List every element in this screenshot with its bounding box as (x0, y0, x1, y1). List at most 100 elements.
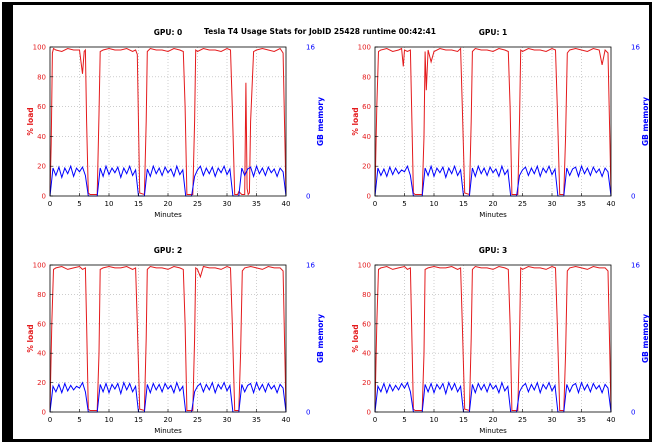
x-tick-label: 25 (518, 416, 527, 424)
y-tick-label: 40 (37, 133, 46, 141)
y-tick-label: 60 (37, 320, 46, 328)
y2-tick-label: 0 (631, 409, 635, 417)
y2-tick-label: 16 (631, 44, 640, 52)
x-tick-label: 5 (402, 416, 406, 424)
x-axis-label: Minutes (154, 211, 182, 219)
x-axis-label: Minutes (154, 427, 182, 435)
x-tick-label: 40 (607, 200, 616, 208)
y-tick-label: 60 (37, 103, 46, 111)
y-tick-label: 60 (362, 320, 371, 328)
y-axis-label: % load (26, 324, 35, 352)
load-series-line (374, 47, 612, 196)
y-tick-label: 100 (358, 44, 371, 52)
x-tick-label: 40 (607, 416, 616, 424)
x-tick-label: 40 (282, 200, 291, 208)
x-tick-label: 10 (430, 416, 439, 424)
y2-tick-label: 0 (306, 193, 310, 201)
x-tick-label: 20 (489, 416, 498, 424)
x-tick-label: 15 (459, 416, 468, 424)
y-axis-label: % load (26, 107, 35, 135)
y2-axis-label: GB memory (316, 314, 325, 363)
x-tick-label: 30 (548, 416, 557, 424)
x-tick-label: 35 (252, 416, 261, 424)
x-axis-label: Minutes (479, 211, 507, 219)
y2-tick-label: 16 (631, 262, 640, 270)
y-tick-label: 20 (37, 379, 46, 387)
y-tick-label: 40 (362, 133, 371, 141)
panel-title: GPU: 1 (479, 28, 508, 37)
y-tick-label: 100 (358, 262, 371, 270)
x-tick-label: 30 (223, 200, 232, 208)
y2-tick-label: 16 (306, 262, 315, 270)
y-tick-label: 20 (362, 163, 371, 171)
y-tick-label: 40 (37, 350, 46, 358)
panel-title: GPU: 3 (479, 246, 508, 255)
chart-panel-gpu-2: 0 5 10 15 20 25 30 35 40 0 20 40 60 80 100 0 16 GPU: 2 Min… (26, 246, 325, 435)
y2-axis-label: GB memory (316, 97, 325, 146)
x-tick-label: 20 (489, 200, 498, 208)
x-tick-label: 25 (193, 200, 202, 208)
x-tick-label: 35 (577, 200, 586, 208)
load-series-line (49, 265, 287, 412)
y2-tick-label: 0 (306, 409, 310, 417)
y2-axis-label: GB memory (641, 314, 650, 363)
x-tick-label: 35 (252, 200, 261, 208)
x-tick-label: 40 (282, 416, 291, 424)
y2-tick-label: 16 (306, 44, 315, 52)
x-axis-label: Minutes (479, 427, 507, 435)
x-tick-label: 20 (164, 416, 173, 424)
x-tick-label: 5 (77, 416, 81, 424)
y-tick-label: 60 (362, 103, 371, 111)
y2-tick-label: 0 (631, 193, 635, 201)
x-tick-label: 0 (48, 200, 52, 208)
x-tick-label: 15 (134, 200, 143, 208)
load-series-line (49, 47, 287, 196)
y-tick-label: 0 (42, 193, 46, 201)
x-tick-label: 5 (77, 200, 81, 208)
y-tick-label: 0 (42, 409, 46, 417)
x-tick-label: 0 (373, 200, 377, 208)
y2-axis-label: GB memory (641, 97, 650, 146)
memory-series-line (374, 164, 612, 197)
x-tick-label: 25 (518, 200, 527, 208)
frame-left-edge (5, 5, 13, 439)
memory-series-line (49, 164, 287, 197)
x-tick-label: 30 (223, 416, 232, 424)
y-tick-label: 100 (33, 44, 46, 52)
x-tick-label: 15 (134, 416, 143, 424)
x-tick-label: 20 (164, 200, 173, 208)
y-tick-label: 20 (362, 379, 371, 387)
y-tick-label: 0 (367, 193, 371, 201)
figure-title: Tesla T4 Usage Stats for JobID 25428 run… (204, 27, 436, 36)
x-tick-label: 0 (48, 416, 52, 424)
y-tick-label: 100 (33, 262, 46, 270)
memory-series-line (374, 380, 612, 413)
y-tick-label: 80 (362, 73, 371, 81)
memory-series-line (49, 380, 287, 413)
y-tick-label: 80 (37, 291, 46, 299)
x-tick-label: 10 (105, 200, 114, 208)
chart-panel-gpu-3: 0 5 10 15 20 25 30 35 40 0 20 40 60 80 100 0 16 GPU: 3 Min… (351, 246, 650, 435)
x-tick-label: 10 (105, 416, 114, 424)
x-tick-label: 5 (402, 200, 406, 208)
x-tick-label: 15 (459, 200, 468, 208)
panel-title: GPU: 2 (154, 246, 183, 255)
y-tick-label: 0 (367, 409, 371, 417)
x-tick-label: 0 (373, 416, 377, 424)
y-tick-label: 40 (362, 350, 371, 358)
chart-panel-gpu-0: 0 5 10 15 20 25 30 35 40 0 20 40 60 80 100 0 16 GPU: 0 Min… (26, 28, 325, 219)
x-tick-label: 35 (577, 416, 586, 424)
chart-panel-gpu-1: 0 5 10 15 20 25 30 35 40 0 20 40 60 80 100 0 16 GPU: 1 Min… (351, 28, 650, 219)
x-tick-label: 10 (430, 200, 439, 208)
x-tick-label: 25 (193, 416, 202, 424)
x-tick-label: 30 (548, 200, 557, 208)
load-series-line (374, 265, 612, 412)
figure-frame (2, 2, 652, 442)
y-axis-label: % load (351, 324, 360, 352)
y-tick-label: 80 (37, 73, 46, 81)
y-axis-label: % load (351, 107, 360, 135)
panel-title: GPU: 0 (154, 28, 183, 37)
y-tick-label: 20 (37, 163, 46, 171)
